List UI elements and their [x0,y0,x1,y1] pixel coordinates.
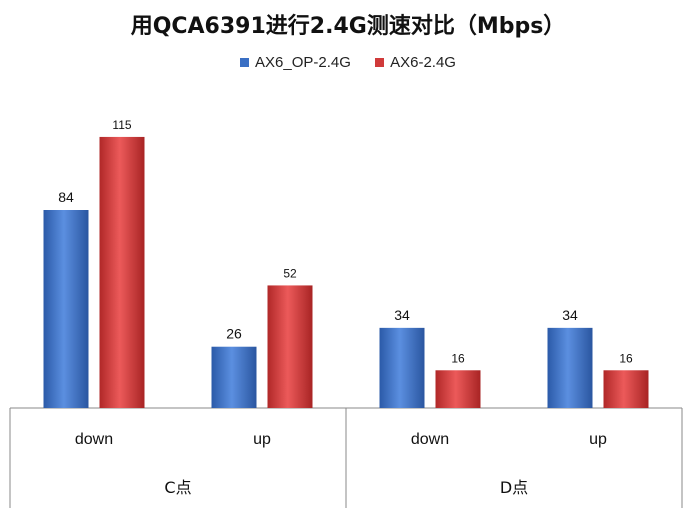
group-label: D点 [500,478,528,497]
bar-series-2-1 [267,285,313,408]
data-label: 52 [283,266,297,280]
data-label: 16 [619,351,633,365]
category-label: down [411,431,449,448]
legend-item-series-2: AX6-2.4G [375,54,456,71]
chart-title: 用QCA6391进行2.4G测速对比（Mbps） [130,14,566,39]
data-label: 115 [112,118,131,132]
bar-series-2-3 [603,370,649,408]
bar-series-1-0 [43,210,89,408]
bar-series-2-2 [435,370,481,408]
data-label: 26 [226,326,242,342]
legend-label-series-1: AX6_OP-2.4G [255,54,351,71]
legend-label-series-2: AX6-2.4G [390,54,456,71]
bar-series-2-0 [99,136,145,408]
bar-series-1-1 [211,346,257,408]
data-label: 16 [451,351,465,365]
category-label: up [589,431,607,448]
legend-swatch-series-2 [375,58,385,67]
category-label: down [75,431,113,448]
legend: AX6_OP-2.4G AX6-2.4G [0,54,696,71]
category-label: up [253,431,271,448]
data-label: 34 [562,307,578,323]
data-label: 84 [58,189,74,205]
data-label: 34 [394,307,410,323]
legend-item-series-1: AX6_OP-2.4G [240,54,351,71]
bar-series-1-2 [379,327,425,408]
bar-series-1-3 [547,327,593,408]
legend-swatch-series-1 [240,58,250,67]
group-label: C点 [164,478,191,497]
